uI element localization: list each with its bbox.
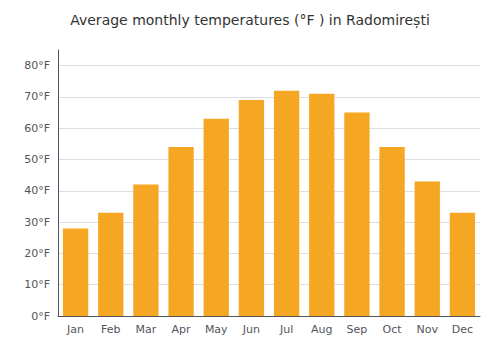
svg-text:Apr: Apr	[172, 323, 192, 336]
svg-text:Jul: Jul	[279, 323, 293, 336]
svg-text:70°F: 70°F	[24, 90, 50, 103]
svg-text:0°F: 0°F	[31, 310, 50, 323]
svg-text:60°F: 60°F	[24, 122, 50, 135]
svg-text:80°F: 80°F	[24, 59, 50, 72]
svg-text:50°F: 50°F	[24, 153, 50, 166]
svg-text:20°F: 20°F	[24, 247, 50, 260]
svg-text:10°F: 10°F	[24, 278, 50, 291]
svg-text:Dec: Dec	[452, 323, 473, 336]
svg-text:Mar: Mar	[136, 323, 157, 336]
svg-text:Oct: Oct	[383, 323, 403, 336]
svg-text:Jun: Jun	[242, 323, 260, 336]
svg-text:Sep: Sep	[347, 323, 368, 336]
svg-text:30°F: 30°F	[24, 216, 50, 229]
svg-text:40°F: 40°F	[24, 184, 50, 197]
svg-text:Feb: Feb	[101, 323, 120, 336]
svg-text:Nov: Nov	[417, 323, 439, 336]
svg-text:Jan: Jan	[66, 323, 84, 336]
svg-text:Aug: Aug	[311, 323, 332, 336]
svg-text:May: May	[205, 323, 228, 336]
svg-text:Average monthly temperatures (: Average monthly temperatures (°F ) in Ra…	[70, 12, 430, 29]
